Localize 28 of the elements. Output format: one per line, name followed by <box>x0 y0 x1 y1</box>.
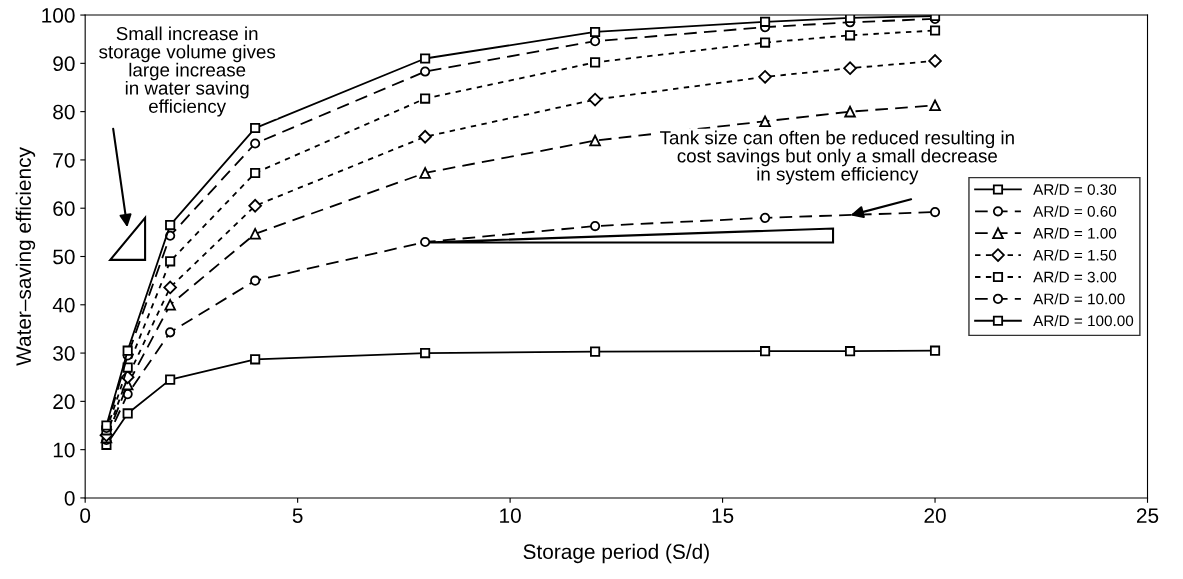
y-tick-label: 30 <box>53 346 75 361</box>
legend-label: AR/D = 3.00 <box>1033 271 1117 283</box>
y-tick-label: 0 <box>64 490 75 506</box>
legend-label: AR/D = 0.60 <box>1033 205 1117 217</box>
legend-label: AR/D = 10.00 <box>1033 293 1125 305</box>
x-tick-label: 25 <box>1136 508 1159 523</box>
legend-label: AR/D = 0.30 <box>1033 183 1117 195</box>
y-tick-label: 10 <box>53 442 75 458</box>
legend-label: AR/D = 1.00 <box>1033 227 1117 239</box>
x-tick-label: 15 <box>712 508 734 523</box>
annotation: Small increase in storage volume gives large increase in water saving efficiency <box>99 26 276 117</box>
y-tick-label: 50 <box>53 249 75 265</box>
y-tick-label: 90 <box>53 56 75 72</box>
y-tick-label: 20 <box>53 394 75 410</box>
x-tick-label: 5 <box>292 508 303 523</box>
x-axis-title: Storage period (S/d) <box>523 543 709 564</box>
y-tick-label: 70 <box>53 152 75 168</box>
y-tick-label: 80 <box>53 104 75 120</box>
x-tick-label: 0 <box>80 508 91 523</box>
y-tick-label: 40 <box>52 297 75 313</box>
legend-label: AR/D = 1.50 <box>1033 249 1117 261</box>
annotation: Tank size can often be reduced resulting in cost savings but only a small decrease in system efficiency <box>660 130 1014 185</box>
x-tick-label: 20 <box>924 508 946 523</box>
y-tick-label: 100 <box>42 8 75 23</box>
y-tick-label: 60 <box>53 201 75 216</box>
legend-label: AR/D = 100.00 <box>1033 315 1134 327</box>
x-tick-label: 10 <box>500 508 521 523</box>
y-axis-title: Water–saving efficiency <box>15 147 36 366</box>
